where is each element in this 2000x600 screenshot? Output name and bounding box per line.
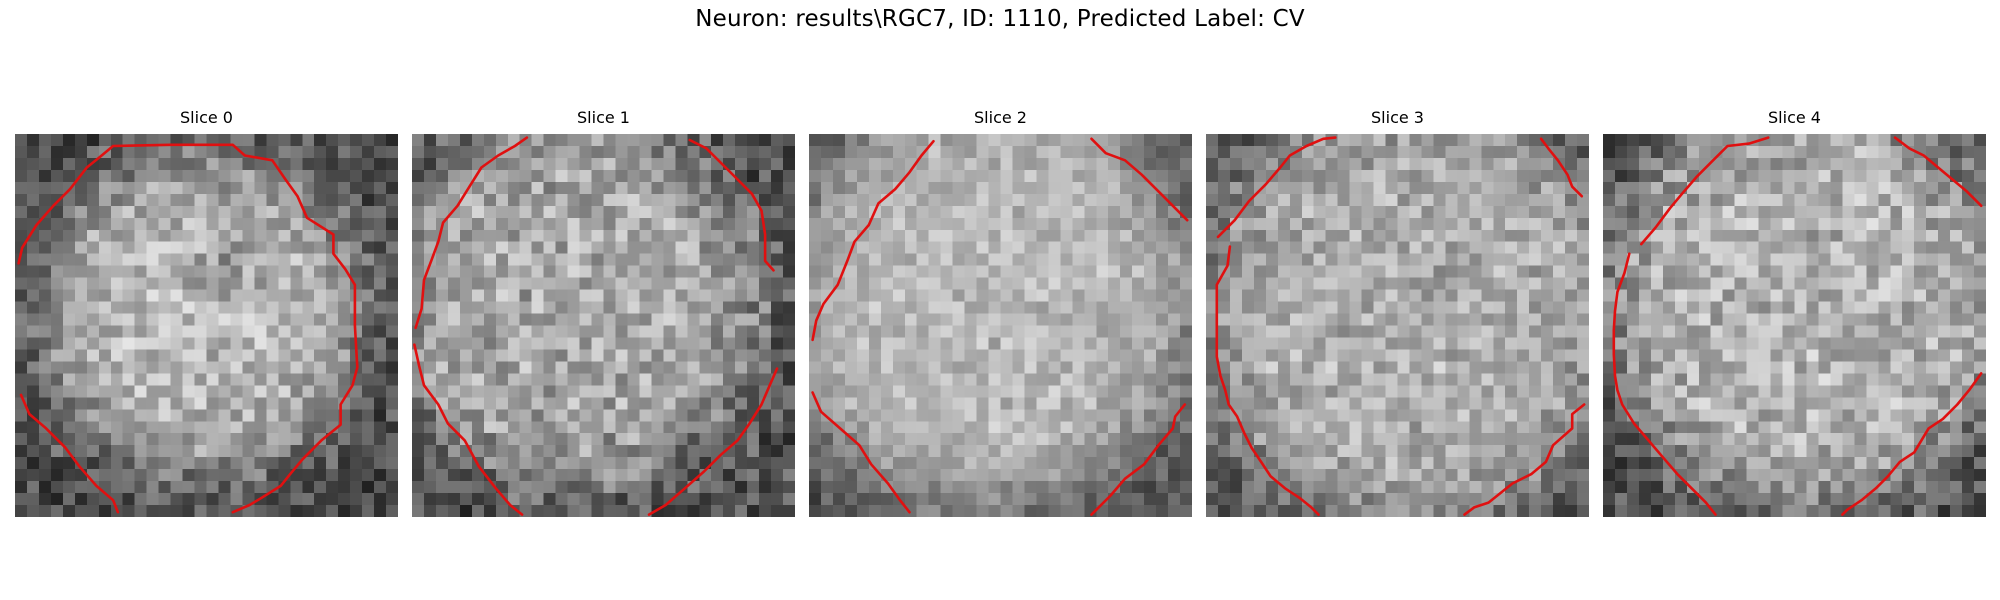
slice-image-1 <box>412 134 795 517</box>
slice-image-3 <box>1206 134 1589 517</box>
pixel-grid <box>1206 134 1589 517</box>
slice-image-0 <box>15 134 398 517</box>
slice-image-4 <box>1603 134 1986 517</box>
figure-title: Neuron: results\RGC7, ID: 1110, Predicte… <box>0 6 2000 32</box>
slice-title-0: Slice 0 <box>15 108 398 127</box>
slice-title-3: Slice 3 <box>1206 108 1589 127</box>
pixel-grid <box>809 134 1192 517</box>
slice-title-4: Slice 4 <box>1603 108 1986 127</box>
slice-title-2: Slice 2 <box>809 108 1192 127</box>
pixel-grid <box>1603 134 1986 517</box>
slice-image-2 <box>809 134 1192 517</box>
slice-title-1: Slice 1 <box>412 108 795 127</box>
pixel-grid <box>15 134 398 517</box>
pixel-grid <box>412 134 795 517</box>
